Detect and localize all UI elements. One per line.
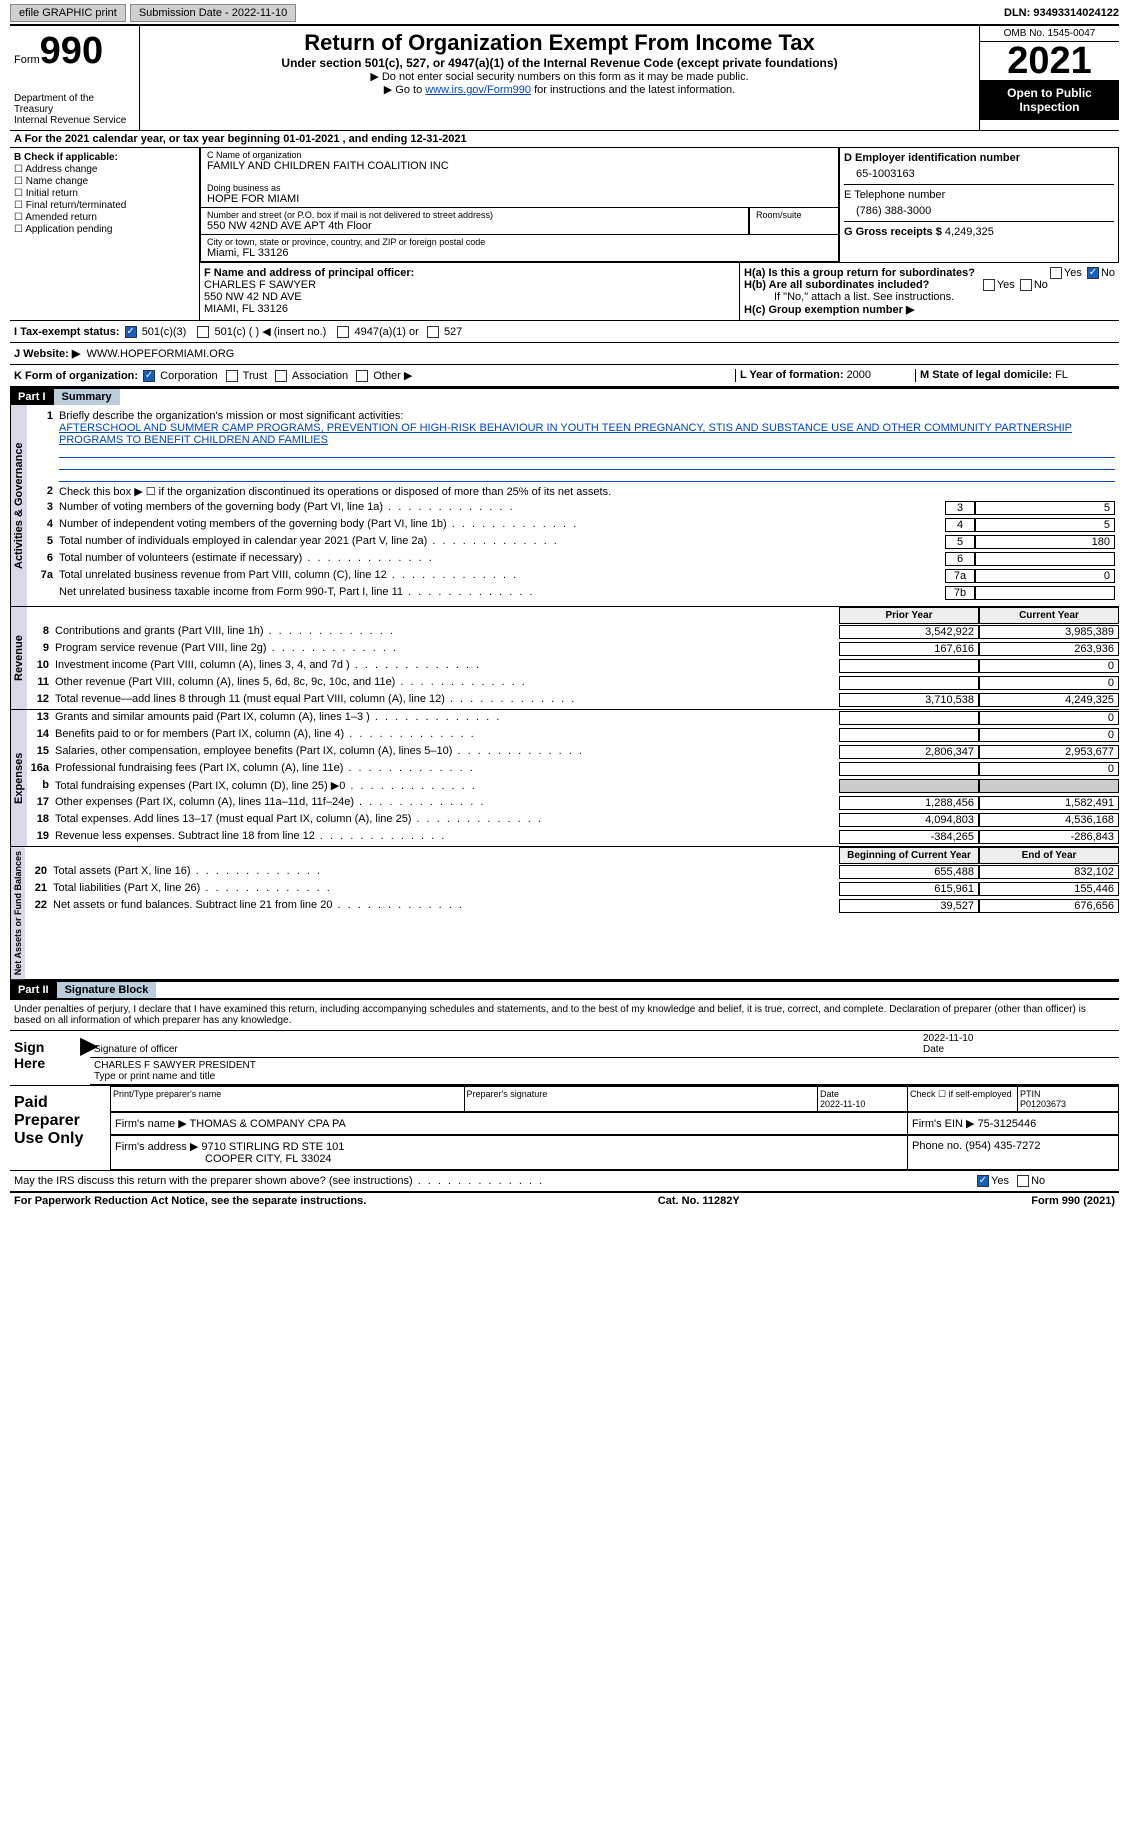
efile-button[interactable]: efile GRAPHIC print — [10, 4, 126, 22]
group-return: H(a) Is this a group return for subordin… — [739, 263, 1119, 320]
principal-officer: F Name and address of principal officer:… — [200, 263, 739, 320]
form-title-block: Return of Organization Exempt From Incom… — [140, 26, 979, 130]
form-id-block: Form990 Department of the Treasury Inter… — [10, 26, 140, 130]
paperwork-notice: For Paperwork Reduction Act Notice, see … — [14, 1195, 366, 1207]
part1-header: Part I — [10, 389, 54, 405]
section-a: A For the 2021 calendar year, or tax yea… — [10, 131, 1119, 148]
declaration: Under penalties of perjury, I declare th… — [10, 998, 1119, 1030]
check-if-applicable: B Check if applicable: ☐ Address change … — [10, 148, 200, 320]
cat-no: Cat. No. 11282Y — [658, 1195, 740, 1207]
dln: DLN: 93493314024122 — [1004, 7, 1119, 19]
form990-link[interactable]: www.irs.gov/Form990 — [425, 84, 531, 96]
submission-date: Submission Date - 2022-11-10 — [130, 4, 296, 22]
year-block: OMB No. 1545-0047 2021 Open to Public In… — [979, 26, 1119, 130]
side-activities: Activities & Governance — [10, 405, 27, 606]
form-footer: Form 990 (2021) — [1031, 1195, 1115, 1207]
